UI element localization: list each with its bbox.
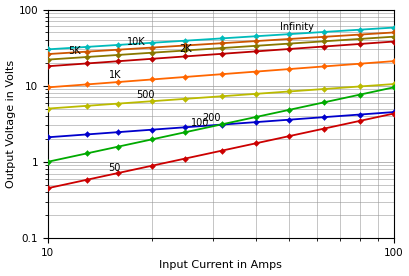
- Text: 100: 100: [191, 118, 210, 128]
- Y-axis label: Output Voltage in Volts: Output Voltage in Volts: [6, 60, 16, 188]
- Text: 1K: 1K: [109, 70, 121, 80]
- Text: 500: 500: [136, 90, 155, 100]
- Text: 50: 50: [109, 163, 121, 172]
- Text: Infinity: Infinity: [280, 22, 314, 32]
- X-axis label: Input Current in Amps: Input Current in Amps: [159, 261, 282, 270]
- Text: 2K: 2K: [179, 44, 192, 54]
- Text: 5K: 5K: [69, 46, 81, 56]
- Text: 10K: 10K: [128, 36, 146, 47]
- Text: 200: 200: [202, 113, 221, 123]
